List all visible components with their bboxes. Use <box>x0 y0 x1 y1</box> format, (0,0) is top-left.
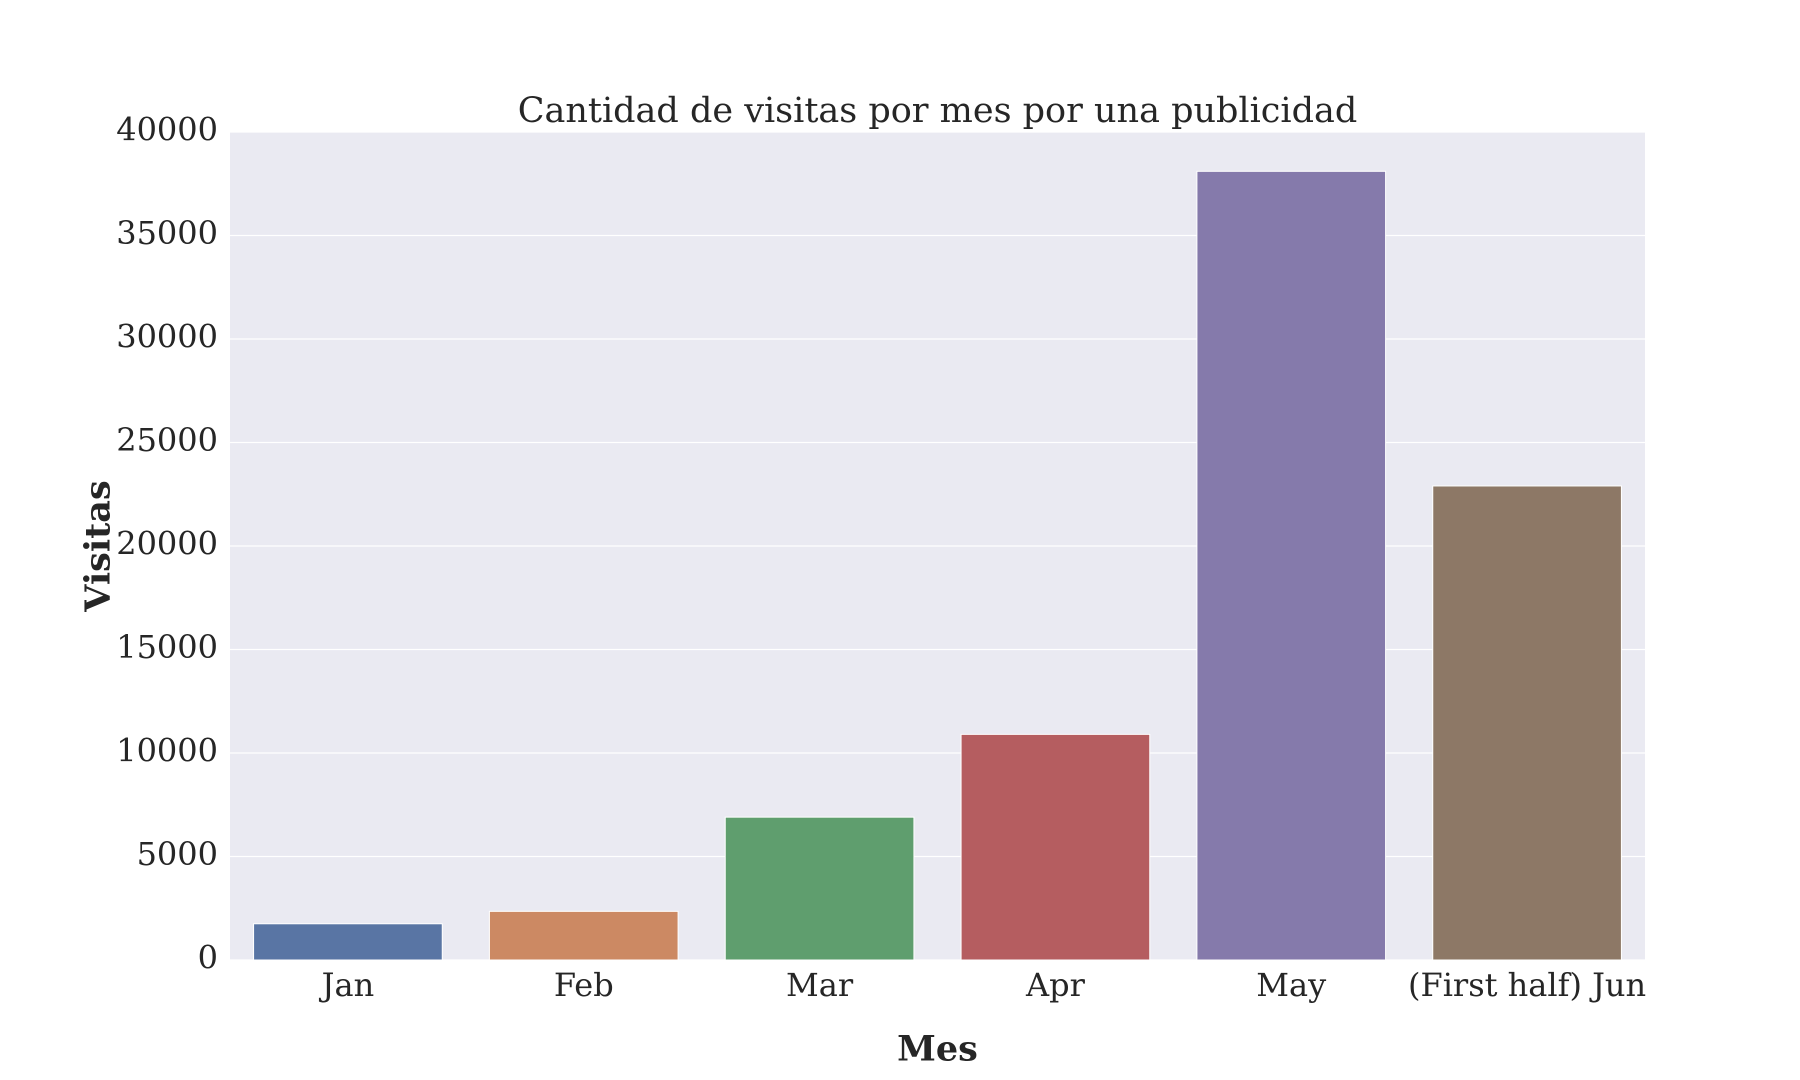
x-tick-label: Mar <box>786 966 854 1004</box>
bar-3 <box>724 816 915 961</box>
x-tick-label: Apr <box>1025 966 1086 1004</box>
y-tick-label: 10000 <box>116 732 218 770</box>
bar-5 <box>1196 170 1387 961</box>
y-tick-label: 25000 <box>116 421 218 459</box>
bar-2 <box>488 910 679 961</box>
x-tick-label: Jan <box>319 966 375 1004</box>
y-tick-label: 5000 <box>137 835 218 873</box>
y-tick-label: 40000 <box>116 111 218 149</box>
bar-1 <box>253 923 443 961</box>
y-axis-ticks: 0 5000 10000 15000 20000 25000 30000 35000 40000 <box>116 111 218 977</box>
y-axis-label: Visitas <box>78 480 119 612</box>
y-tick-label: 15000 <box>116 628 218 666</box>
y-tick-label: 20000 <box>116 525 218 563</box>
bar-4 <box>960 733 1151 961</box>
gridlines <box>230 131 1645 961</box>
x-tick-label: Feb <box>554 966 614 1004</box>
y-tick-label: 0 <box>198 939 218 977</box>
y-tick-label: 30000 <box>116 318 218 356</box>
x-axis-ticks: Jan Feb Mar Apr May (First half) Jun <box>319 966 1646 1004</box>
x-tick-label: (First half) Jun <box>1408 966 1646 1004</box>
bars <box>253 170 1622 961</box>
x-axis-label: Mes <box>897 1029 978 1070</box>
chart-title: Cantidad de visitas por mes por una publ… <box>518 91 1358 131</box>
bar-6 <box>1432 485 1622 961</box>
y-tick-label: 35000 <box>116 214 218 252</box>
x-tick-label: May <box>1256 966 1326 1004</box>
